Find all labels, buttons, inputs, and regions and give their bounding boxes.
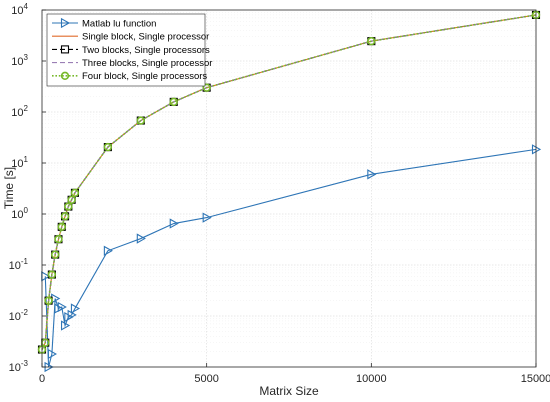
data-point bbox=[202, 83, 211, 92]
data-point bbox=[47, 270, 57, 279]
series-line bbox=[41, 14, 537, 350]
x-axis-label: Matrix Size bbox=[259, 384, 319, 398]
data-point bbox=[367, 169, 377, 180]
data-point bbox=[47, 348, 58, 360]
data-point bbox=[50, 250, 60, 259]
legend-entry: Three blocks, Single processor bbox=[52, 58, 212, 69]
legend-label: Matlab lu function bbox=[82, 18, 156, 29]
data-point bbox=[44, 296, 53, 305]
legend-entry: Four block, Single processors bbox=[52, 71, 207, 82]
data-point bbox=[57, 301, 67, 313]
data-point bbox=[60, 212, 70, 221]
y-axis-label: Time [s] bbox=[2, 167, 16, 209]
y-tick-label: 102 bbox=[11, 104, 28, 119]
data-point bbox=[67, 195, 76, 204]
series-line bbox=[41, 14, 537, 350]
y-tick-label: 10-2 bbox=[9, 308, 29, 323]
data-point bbox=[169, 218, 179, 229]
y-tick-label: 10-3 bbox=[9, 359, 29, 374]
data-point bbox=[169, 97, 178, 107]
data-point bbox=[136, 233, 146, 244]
data-point bbox=[202, 212, 212, 223]
y-tick-label: 104 bbox=[11, 2, 28, 17]
data-point bbox=[103, 245, 113, 256]
data-point bbox=[54, 235, 63, 244]
x-tick-label: 10000 bbox=[356, 373, 387, 385]
series-three-blocks-single-processor bbox=[41, 14, 537, 350]
legend-box bbox=[46, 13, 206, 87]
legend-label: Three blocks, Single processor bbox=[82, 58, 212, 69]
data-point bbox=[70, 188, 80, 198]
legend-entry: Single block, Single processor bbox=[52, 32, 209, 43]
legend-label: Four block, Single processors bbox=[82, 71, 207, 82]
grid bbox=[42, 10, 536, 367]
series-four-block-single-processors bbox=[37, 10, 541, 354]
legend-swatch-marker bbox=[60, 17, 71, 29]
legend-label: Single block, Single processor bbox=[82, 32, 209, 43]
data-point bbox=[70, 303, 81, 314]
x-tick-label: 0 bbox=[39, 373, 45, 385]
data-point bbox=[103, 142, 113, 152]
data-point bbox=[57, 222, 66, 232]
data-point bbox=[367, 36, 376, 46]
y-tick-label: 103 bbox=[11, 53, 28, 68]
legend-entry: Two blocks, Single processors bbox=[52, 45, 210, 56]
data-point bbox=[64, 202, 73, 211]
legend-label: Two blocks, Single processors bbox=[82, 45, 210, 56]
data-point bbox=[136, 116, 146, 125]
series-layer bbox=[37, 10, 542, 373]
legend-swatch-marker bbox=[60, 71, 70, 81]
legend: Matlab lu function Single block, Single p… bbox=[46, 13, 212, 87]
x-tick-label: 5000 bbox=[194, 373, 218, 385]
legend-swatch-marker bbox=[60, 45, 70, 54]
y-tick-label: 10-1 bbox=[9, 257, 29, 272]
plot-frame bbox=[41, 9, 537, 368]
data-point bbox=[61, 320, 71, 331]
x-tick-label: 15000 bbox=[521, 373, 550, 385]
legend-entry: Matlab lu function bbox=[52, 17, 156, 29]
